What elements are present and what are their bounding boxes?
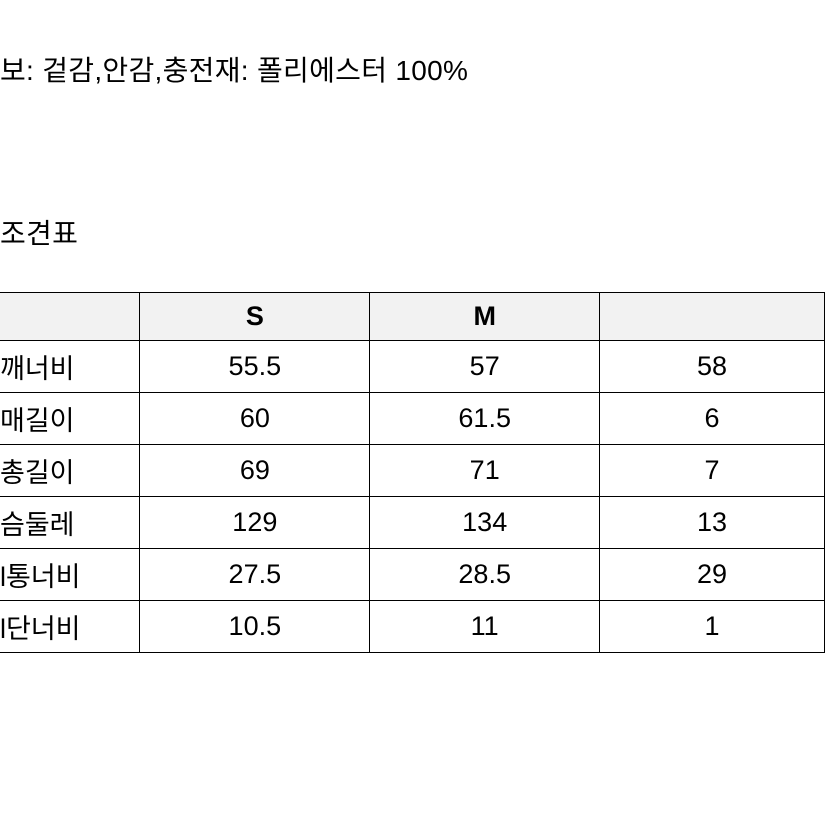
row-value-l: 6	[600, 393, 825, 445]
row-value-m: 61.5	[370, 393, 600, 445]
row-value-m: 11	[370, 601, 600, 653]
row-label: 슴둘레	[0, 497, 140, 549]
material-info-text: 보: 겉감,안감,충전재: 폴리에스터 100%	[0, 50, 825, 92]
row-value-m: 57	[370, 341, 600, 393]
row-label: 깨너비	[0, 341, 140, 393]
row-value-l: 13	[600, 497, 825, 549]
row-value-s: 27.5	[140, 549, 370, 601]
row-value-m: 134	[370, 497, 600, 549]
row-value-s: 10.5	[140, 601, 370, 653]
table-header-empty	[0, 293, 140, 341]
table-row: l단너비 10.5 11 1	[0, 601, 825, 653]
size-chart-title: 조견표	[0, 212, 825, 252]
row-label: 매길이	[0, 393, 140, 445]
row-value-m: 28.5	[370, 549, 600, 601]
row-value-s: 129	[140, 497, 370, 549]
row-value-l: 29	[600, 549, 825, 601]
row-value-l: 1	[600, 601, 825, 653]
size-chart-table: S M 깨너비 55.5 57 58 매길이 60 61.5 6 총길이 69 …	[0, 292, 825, 653]
row-value-l: 7	[600, 445, 825, 497]
table-row: 깨너비 55.5 57 58	[0, 341, 825, 393]
row-label: 총길이	[0, 445, 140, 497]
table-row: 매길이 60 61.5 6	[0, 393, 825, 445]
row-label: l통너비	[0, 549, 140, 601]
table-header-row: S M	[0, 293, 825, 341]
row-value-m: 71	[370, 445, 600, 497]
row-value-s: 60	[140, 393, 370, 445]
table-row: 슴둘레 129 134 13	[0, 497, 825, 549]
table-header-l	[600, 293, 825, 341]
table-header-m: M	[370, 293, 600, 341]
table-header-s: S	[140, 293, 370, 341]
row-value-s: 69	[140, 445, 370, 497]
row-value-l: 58	[600, 341, 825, 393]
table-row: l통너비 27.5 28.5 29	[0, 549, 825, 601]
row-label: l단너비	[0, 601, 140, 653]
table-row: 총길이 69 71 7	[0, 445, 825, 497]
row-value-s: 55.5	[140, 341, 370, 393]
